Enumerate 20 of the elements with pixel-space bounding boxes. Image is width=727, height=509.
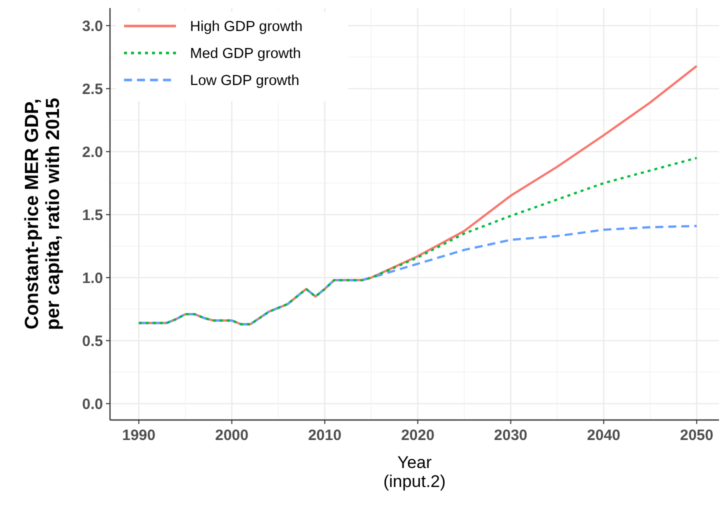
- legend-label: Med GDP growth: [190, 46, 301, 62]
- y-tick-label: 3.0: [82, 18, 103, 35]
- y-tick-label: 1.0: [82, 270, 103, 287]
- legend-label: Low GDP growth: [190, 73, 300, 90]
- y-tick-label: 2.0: [82, 144, 103, 161]
- legend-label: High GDP growth: [190, 19, 303, 36]
- x-tick-label: 2010: [308, 427, 342, 444]
- x-tick-label: 2050: [680, 427, 714, 444]
- x-tick-label: 2040: [587, 427, 620, 444]
- x-tick-label: 2020: [401, 427, 434, 444]
- y-tick-label: 0.0: [82, 396, 103, 413]
- y-axis-title: Constant-price MER GDP, per capita, ratio with 2015: [22, 97, 64, 330]
- line-series: [138, 156, 698, 326]
- x-axis-title: Year (input.2): [383, 453, 446, 491]
- x-tick-label: 1990: [122, 427, 156, 444]
- y-tick-label: 0.5: [82, 332, 103, 350]
- x-tick-label: 2000: [215, 427, 248, 444]
- y-tick-label: 1.5: [82, 206, 103, 224]
- y-tick-label: 2.5: [82, 80, 103, 98]
- x-tick-label: 2030: [494, 427, 528, 444]
